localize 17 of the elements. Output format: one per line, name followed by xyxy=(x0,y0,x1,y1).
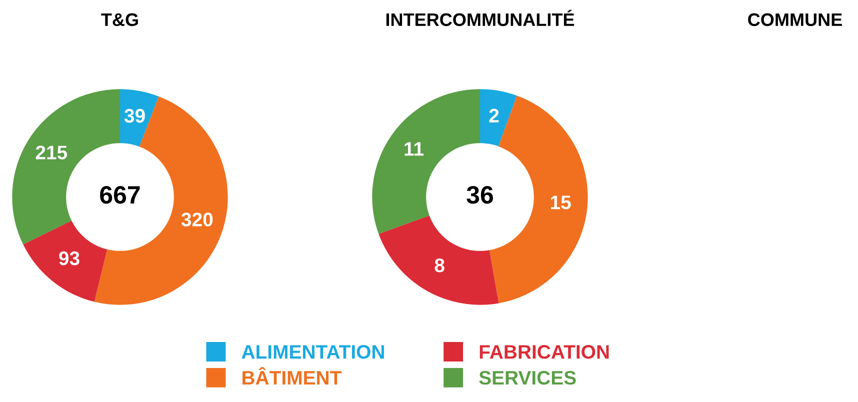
legend-label: SERVICES xyxy=(479,370,576,385)
chart-title: T&G xyxy=(101,13,138,26)
text: 36 xyxy=(466,186,493,204)
legend-label: FABRICATION xyxy=(480,345,609,359)
text: COMMUNE xyxy=(748,13,842,26)
legend-label: BÂTIMENT xyxy=(242,367,342,384)
data-label: 215 xyxy=(36,146,68,160)
data-label: 320 xyxy=(181,212,213,226)
data-label: 15 xyxy=(550,196,571,210)
data-label: 39 xyxy=(124,108,145,123)
data-label: 93 xyxy=(59,251,80,266)
text: 667 xyxy=(100,186,140,204)
data-label: 11 xyxy=(404,142,424,156)
chart-title: INTERCOMMUNALITÉ xyxy=(386,10,574,26)
data-label: 2 xyxy=(489,108,499,122)
legend-label: ALIMENTATION xyxy=(242,345,384,359)
data-label: 8 xyxy=(434,258,444,272)
